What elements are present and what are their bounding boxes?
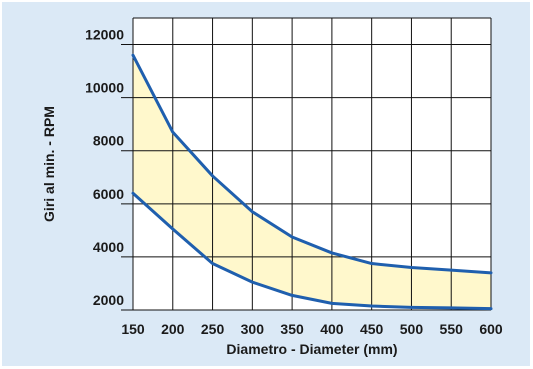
x-tick-label-300: 300 bbox=[241, 321, 265, 337]
y-tick-label-10000: 10000 bbox=[85, 80, 124, 96]
x-tick-label-350: 350 bbox=[280, 321, 304, 337]
y-tick-label-8000: 8000 bbox=[93, 133, 124, 149]
rpm-diameter-chart: 150 200 250 300 350 400 450 500 550 600 2000 4000 6… bbox=[41, 17, 503, 357]
min-rpm-line bbox=[131, 191, 493, 311]
chart-panel: 150 200 250 300 350 400 450 500 550 600 2000 4000 6… bbox=[2, 2, 530, 366]
x-tick-label-450: 450 bbox=[360, 321, 384, 337]
y-tick-label-12000: 12000 bbox=[85, 27, 124, 43]
x-tick-label-500: 500 bbox=[400, 321, 424, 337]
x-axis-title: Diametro - Diameter (mm) bbox=[226, 341, 397, 357]
y-tick-label-4000: 4000 bbox=[93, 239, 124, 255]
x-tick-label-200: 200 bbox=[161, 321, 185, 337]
rpm-range-band bbox=[133, 55, 491, 309]
y-tick-label-2000: 2000 bbox=[93, 292, 124, 308]
y-tick-label-6000: 6000 bbox=[93, 186, 124, 202]
x-tick-label-550: 550 bbox=[440, 321, 464, 337]
y-axis-title: Giri al min. - RPM bbox=[41, 106, 57, 222]
x-tick-label-150: 150 bbox=[121, 321, 145, 337]
x-tick-label-400: 400 bbox=[320, 321, 344, 337]
x-tick-label-250: 250 bbox=[201, 321, 225, 337]
max-rpm-line bbox=[131, 53, 493, 275]
x-tick-label-600: 600 bbox=[479, 321, 503, 337]
